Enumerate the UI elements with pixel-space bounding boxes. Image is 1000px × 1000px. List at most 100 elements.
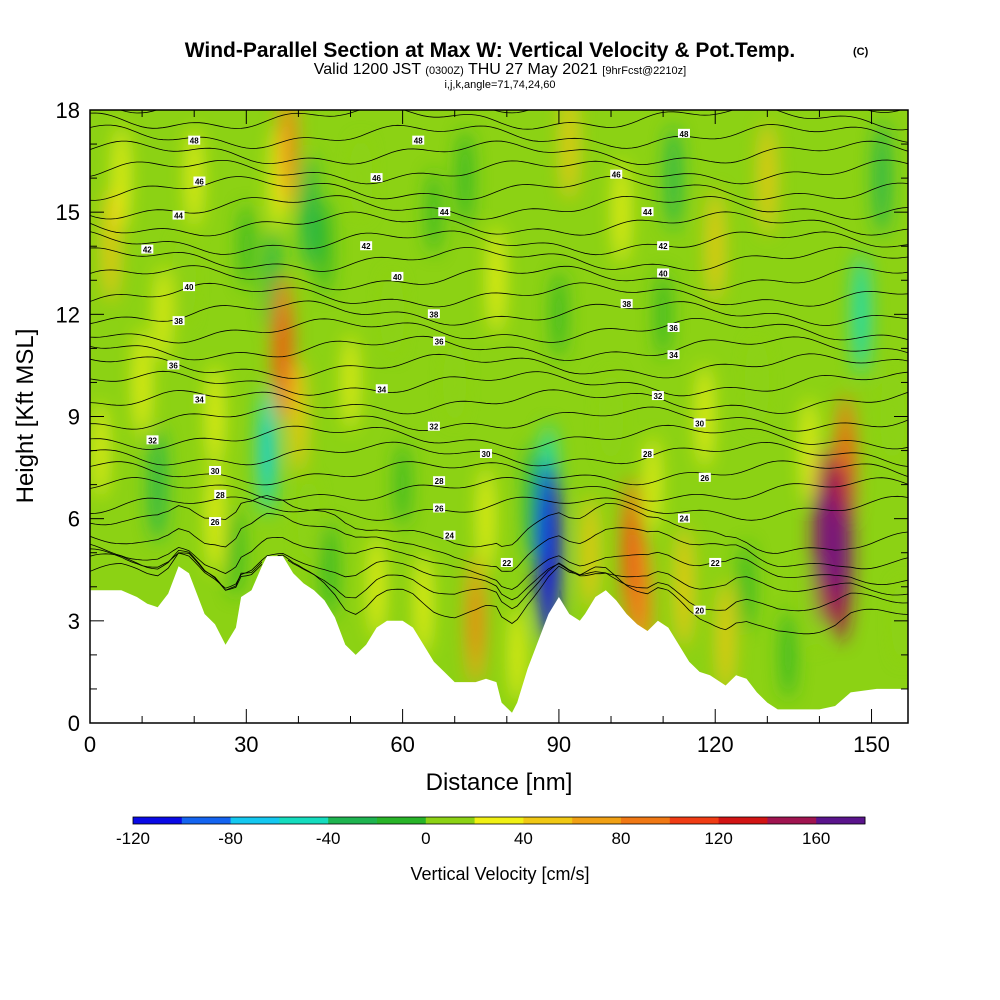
contour-label-bg bbox=[167, 360, 180, 370]
velocity-cell bbox=[113, 125, 129, 231]
theta-contour-line bbox=[90, 512, 908, 572]
contour-label: 48 bbox=[680, 130, 689, 139]
y-tick-label: 18 bbox=[56, 98, 80, 123]
velocity-cell bbox=[369, 534, 385, 640]
velocity-cell bbox=[302, 478, 315, 559]
contour-label-bg bbox=[360, 241, 373, 251]
velocity-cell bbox=[177, 236, 191, 325]
theta-contour-line bbox=[90, 495, 908, 521]
colorbar-tick-label: 80 bbox=[612, 829, 631, 848]
contour-label: 38 bbox=[174, 317, 183, 326]
contour-label: 34 bbox=[669, 351, 678, 360]
velocity-cell bbox=[604, 372, 618, 461]
contour-label-bg bbox=[620, 299, 633, 309]
velocity-core bbox=[834, 503, 847, 603]
contour-label-bg bbox=[677, 128, 690, 138]
velocity-cell bbox=[873, 121, 890, 235]
contour-label-bg bbox=[657, 268, 670, 278]
colorbar-swatch bbox=[621, 817, 671, 824]
subtitle-forecast: [9hrFcst@2210z] bbox=[602, 65, 686, 77]
velocity-cell bbox=[582, 496, 599, 610]
theta-contour-line bbox=[90, 159, 908, 185]
contour-label: 36 bbox=[435, 338, 444, 347]
theta-contour-line bbox=[90, 477, 908, 502]
velocity-cell bbox=[697, 364, 713, 469]
theta-contour-line bbox=[90, 195, 908, 220]
contour-label-bg bbox=[214, 489, 227, 499]
y-tick-label: 6 bbox=[68, 507, 80, 532]
contour-label: 44 bbox=[174, 212, 183, 221]
contour-label-bg bbox=[146, 435, 159, 445]
contour-label-bg bbox=[438, 207, 451, 217]
contour-label-bg bbox=[172, 316, 185, 326]
contour-label: 22 bbox=[502, 559, 511, 568]
contour-label: 46 bbox=[612, 171, 621, 180]
x-tick-label: 0 bbox=[84, 732, 96, 757]
contour-label: 30 bbox=[482, 450, 491, 459]
contour-label: 28 bbox=[216, 491, 225, 500]
contour-label-bg bbox=[610, 169, 623, 179]
velocity-cell bbox=[781, 610, 795, 700]
contour-label-bg bbox=[651, 391, 664, 401]
velocity-cell bbox=[645, 436, 660, 533]
colorbar-tick-label: 0 bbox=[421, 829, 430, 848]
contour-label: 32 bbox=[653, 392, 662, 401]
theta-contour-line bbox=[90, 175, 908, 201]
velocity-cell bbox=[229, 508, 243, 597]
velocity-core bbox=[818, 486, 831, 586]
velocity-cell bbox=[396, 442, 409, 527]
velocity-core bbox=[542, 503, 555, 603]
colorbar-swatch bbox=[767, 817, 817, 824]
velocity-cell bbox=[385, 272, 399, 357]
colorbar-swatch bbox=[279, 817, 329, 824]
theta-contour-line bbox=[90, 211, 908, 237]
contour-label: 46 bbox=[372, 174, 381, 183]
contour-label: 30 bbox=[695, 419, 704, 428]
x-tick-label: 30 bbox=[234, 732, 258, 757]
chart-subtitle: Valid 1200 JST (0300Z) THU 27 May 2021 [… bbox=[314, 61, 686, 78]
velocity-core bbox=[626, 511, 637, 595]
chart-title: Wind-Parallel Section at Max W: Vertical… bbox=[185, 39, 796, 62]
colorbar-swatch bbox=[572, 817, 622, 824]
theta-contour-line bbox=[90, 441, 908, 467]
x-tick-label: 150 bbox=[853, 732, 890, 757]
x-tick-label: 60 bbox=[390, 732, 414, 757]
velocity-cell bbox=[427, 170, 441, 255]
theta-contour-line bbox=[90, 495, 908, 554]
contour-label-bg bbox=[375, 384, 388, 394]
y-tick-label: 9 bbox=[68, 405, 80, 430]
theta-contour-line bbox=[90, 230, 908, 256]
colorbar-swatch bbox=[523, 817, 573, 824]
contour-label: 24 bbox=[680, 515, 689, 524]
colorbar-frame bbox=[132, 816, 866, 825]
x-axis-title: Distance [nm] bbox=[426, 769, 573, 796]
y-tick-label: 15 bbox=[56, 200, 80, 225]
contour-label: 42 bbox=[659, 242, 668, 251]
theta-contour-line bbox=[90, 424, 908, 450]
velocity-cell bbox=[707, 189, 724, 303]
velocity-cell bbox=[240, 204, 253, 289]
contour-label-bg bbox=[188, 135, 201, 145]
contour-label-bg bbox=[500, 557, 513, 567]
y-axis-title: Height [Kft MSL] bbox=[12, 329, 39, 504]
contour-label: 30 bbox=[211, 467, 220, 476]
contour-label: 24 bbox=[445, 532, 454, 541]
colorbar-swatch bbox=[377, 817, 427, 824]
subtitle-valid: Valid 1200 JST bbox=[314, 61, 422, 78]
colorbar-swatch bbox=[474, 817, 524, 824]
contour-label: 38 bbox=[429, 310, 438, 319]
colorbar-tick-label: 160 bbox=[802, 829, 830, 848]
contour-label: 26 bbox=[435, 504, 444, 513]
theta-contour-line bbox=[90, 548, 908, 601]
contour-labels: 48 46 44 42 40 38 36 34 32 30 28 26 48 46 44 42 40 38 36 34… bbox=[141, 128, 722, 616]
contour-label-bg bbox=[698, 472, 711, 482]
theta-contour-line bbox=[90, 335, 908, 361]
x-axis: 0 30 60 90 120 150 bbox=[84, 110, 890, 757]
y-tick-label: 3 bbox=[68, 609, 80, 634]
contour-label-bg bbox=[209, 465, 222, 475]
contour-label: 40 bbox=[185, 283, 194, 292]
velocity-cell bbox=[102, 189, 119, 303]
contour-label-bg bbox=[412, 135, 425, 145]
contour-label-bg bbox=[443, 530, 456, 540]
contour-label-bg bbox=[641, 207, 654, 217]
